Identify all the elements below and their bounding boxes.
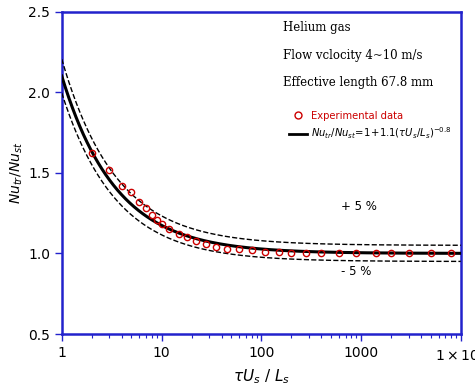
Y-axis label: $Nu_{tr}/Nu_{st}$: $Nu_{tr}/Nu_{st}$ [9, 142, 25, 204]
Text: - 5 %: - 5 % [341, 265, 371, 278]
Legend: Experimental data, $Nu_{tr}/Nu_{st}\!=\!1\!+\!1.1(\tau U_s/L_s)^{-0.8}$: Experimental data, $Nu_{tr}/Nu_{st}\!=\!… [285, 107, 456, 145]
Text: Helium gas: Helium gas [283, 21, 351, 34]
Text: Flow vclocity 4~10 m/s: Flow vclocity 4~10 m/s [283, 49, 423, 61]
Text: + 5 %: + 5 % [341, 200, 377, 213]
Text: Effective length 67.8 mm: Effective length 67.8 mm [283, 76, 434, 89]
X-axis label: $\mathit{\tau} U_s\ /\ L_s$: $\mathit{\tau} U_s\ /\ L_s$ [233, 367, 290, 384]
